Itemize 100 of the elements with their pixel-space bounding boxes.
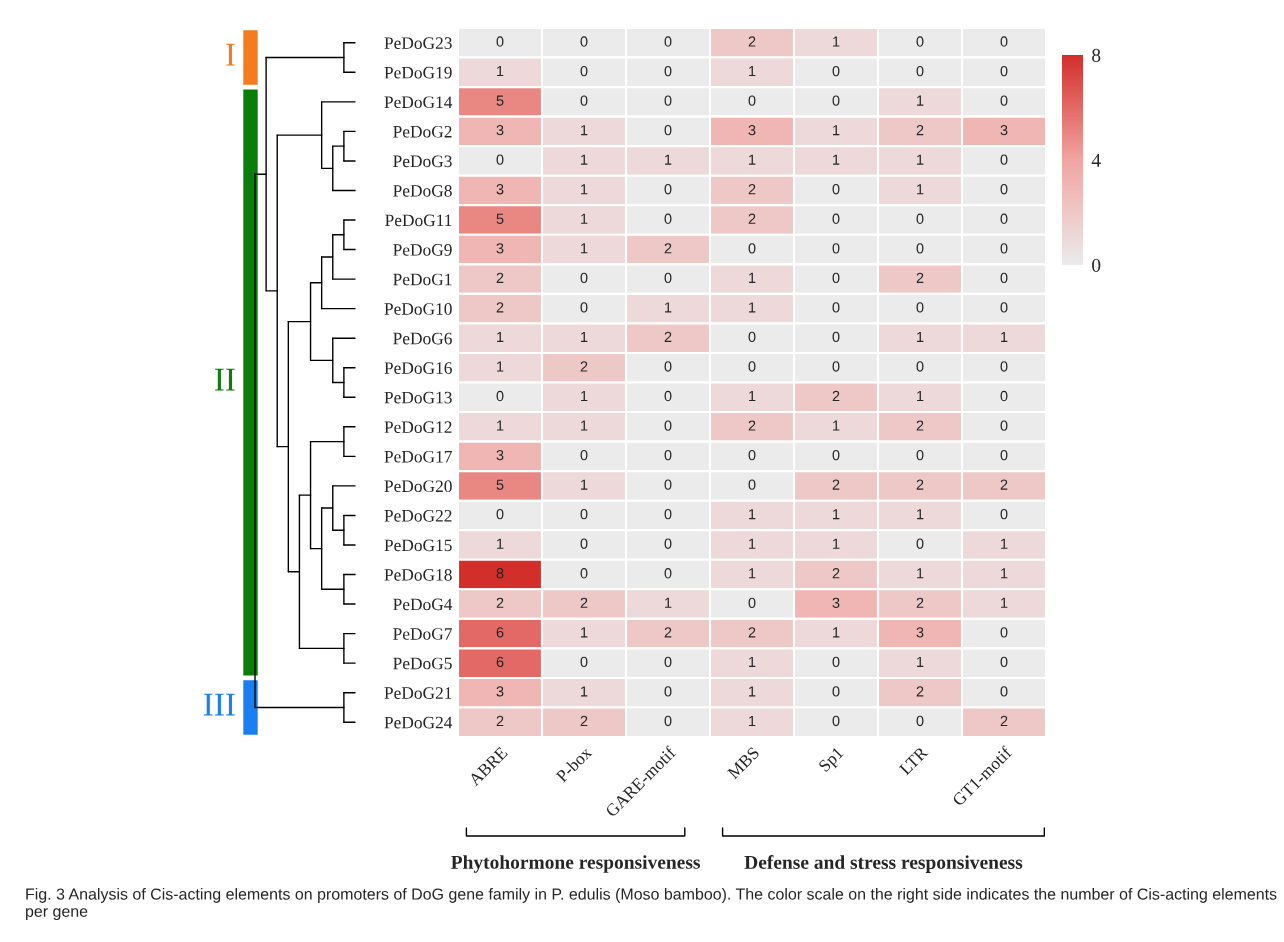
data-label: 3 bbox=[1000, 124, 1008, 136]
data-label: 1 bbox=[581, 391, 588, 402]
data-label: 3 bbox=[496, 243, 504, 254]
y-tick-label: PeDoG5 bbox=[393, 657, 452, 670]
data-label: 1 bbox=[497, 331, 504, 342]
data-label: 0 bbox=[580, 95, 588, 106]
data-label: 2 bbox=[748, 184, 756, 195]
data-label: 0 bbox=[580, 36, 588, 47]
data-label: 1 bbox=[749, 656, 756, 667]
data-label: 0 bbox=[832, 361, 840, 372]
y-tick-label: PeDoG1 bbox=[393, 273, 452, 286]
y-tick-label: PeDoG20 bbox=[384, 480, 452, 493]
data-label: 0 bbox=[1000, 449, 1008, 461]
data-label: 1 bbox=[581, 154, 588, 165]
data-label: 0 bbox=[1000, 302, 1008, 313]
data-label: 0 bbox=[1000, 361, 1008, 372]
color-bar-label: 0 bbox=[1092, 258, 1101, 272]
data-label: 1 bbox=[497, 361, 504, 372]
data-label: 0 bbox=[496, 509, 504, 520]
data-label: 1 bbox=[665, 154, 672, 165]
data-label: 1 bbox=[749, 391, 756, 402]
data-label: 0 bbox=[748, 479, 756, 490]
data-label: 1 bbox=[581, 331, 588, 342]
data-label: 0 bbox=[1000, 420, 1008, 431]
data-label: 0 bbox=[1000, 213, 1008, 224]
data-label: 5 bbox=[496, 213, 504, 224]
data-label: 0 bbox=[832, 243, 840, 254]
text: I bbox=[226, 43, 235, 66]
data-label: 1 bbox=[749, 272, 756, 283]
data-label: 0 bbox=[1000, 686, 1008, 697]
data-label: 0 bbox=[664, 509, 672, 520]
data-label: 0 bbox=[664, 361, 672, 372]
data-label: 0 bbox=[496, 390, 504, 402]
data-label: 3 bbox=[832, 597, 840, 608]
data-label: 0 bbox=[580, 509, 588, 520]
data-label: 3 bbox=[496, 686, 504, 697]
y-tick-label: PeDoG10 bbox=[384, 303, 452, 315]
data-label: 1 bbox=[497, 66, 504, 77]
data-label: 0 bbox=[1000, 656, 1008, 668]
data-label: 0 bbox=[1000, 95, 1008, 106]
data-label: 0 bbox=[916, 213, 924, 224]
data-label: 0 bbox=[916, 538, 924, 549]
data-label: 8 bbox=[496, 568, 504, 579]
data-label: 0 bbox=[664, 568, 672, 579]
data-label: 0 bbox=[664, 420, 672, 431]
data-label: 2 bbox=[496, 715, 504, 726]
data-label: 2 bbox=[916, 597, 924, 608]
data-label: 1 bbox=[581, 686, 588, 697]
data-label: 2 bbox=[916, 272, 924, 283]
data-label: 0 bbox=[832, 715, 840, 727]
data-label: 1 bbox=[1001, 597, 1008, 608]
y-tick-label: PeDoG17 bbox=[384, 450, 452, 463]
y-tick-label: PeDoG8 bbox=[393, 184, 452, 197]
data-label: 0 bbox=[496, 36, 504, 47]
data-label: 0 bbox=[748, 243, 756, 254]
y-tick-label: PeDoG13 bbox=[384, 391, 452, 404]
data-label: 1 bbox=[833, 154, 840, 165]
data-label: 0 bbox=[580, 302, 588, 313]
data-label: 0 bbox=[832, 95, 840, 106]
data-label: 1 bbox=[581, 243, 588, 254]
y-tick-label: PeDoG15 bbox=[384, 539, 452, 552]
data-label: 1 bbox=[917, 154, 924, 165]
text: Phytohormone responsiveness bbox=[451, 855, 700, 873]
data-label: 1 bbox=[833, 36, 840, 47]
data-label: 0 bbox=[916, 361, 924, 372]
data-label: 2 bbox=[832, 390, 840, 402]
data-label: 2 bbox=[496, 597, 504, 608]
y-tick-label: PeDoG23 bbox=[384, 37, 452, 49]
data-label: 0 bbox=[664, 715, 672, 727]
data-label: 0 bbox=[1000, 65, 1008, 77]
data-label: 3 bbox=[748, 124, 756, 136]
data-label: 0 bbox=[580, 538, 588, 549]
data-label: 1 bbox=[497, 420, 504, 431]
data-label: 0 bbox=[664, 479, 672, 490]
text: II bbox=[215, 368, 235, 391]
data-label: 2 bbox=[748, 420, 756, 431]
data-label: 0 bbox=[832, 65, 840, 77]
data-label: 0 bbox=[1000, 627, 1008, 638]
color-bar-label: 4 bbox=[1091, 153, 1101, 167]
data-label: 0 bbox=[916, 302, 924, 313]
data-label: 2 bbox=[916, 479, 924, 490]
data-label: 1 bbox=[1001, 331, 1008, 342]
y-tick-label: PeDoG4 bbox=[393, 598, 453, 611]
data-label: 1 bbox=[749, 538, 756, 549]
data-label: 1 bbox=[581, 420, 588, 431]
y-tick-label: PeDoG7 bbox=[393, 628, 452, 640]
data-label: 0 bbox=[916, 36, 924, 47]
data-label: 0 bbox=[1000, 243, 1008, 254]
data-label: 0 bbox=[1000, 272, 1008, 284]
data-label: 1 bbox=[917, 184, 924, 195]
data-label: 0 bbox=[664, 213, 672, 224]
data-label: 0 bbox=[916, 449, 924, 461]
data-label: 0 bbox=[832, 272, 840, 284]
data-label: 2 bbox=[580, 715, 588, 726]
data-label: 0 bbox=[832, 302, 840, 313]
y-tick-label: PeDoG19 bbox=[384, 66, 452, 79]
data-label: 6 bbox=[496, 627, 504, 638]
data-label: 3 bbox=[496, 124, 504, 136]
data-label: 2 bbox=[832, 568, 840, 579]
data-label: 0 bbox=[916, 715, 924, 727]
